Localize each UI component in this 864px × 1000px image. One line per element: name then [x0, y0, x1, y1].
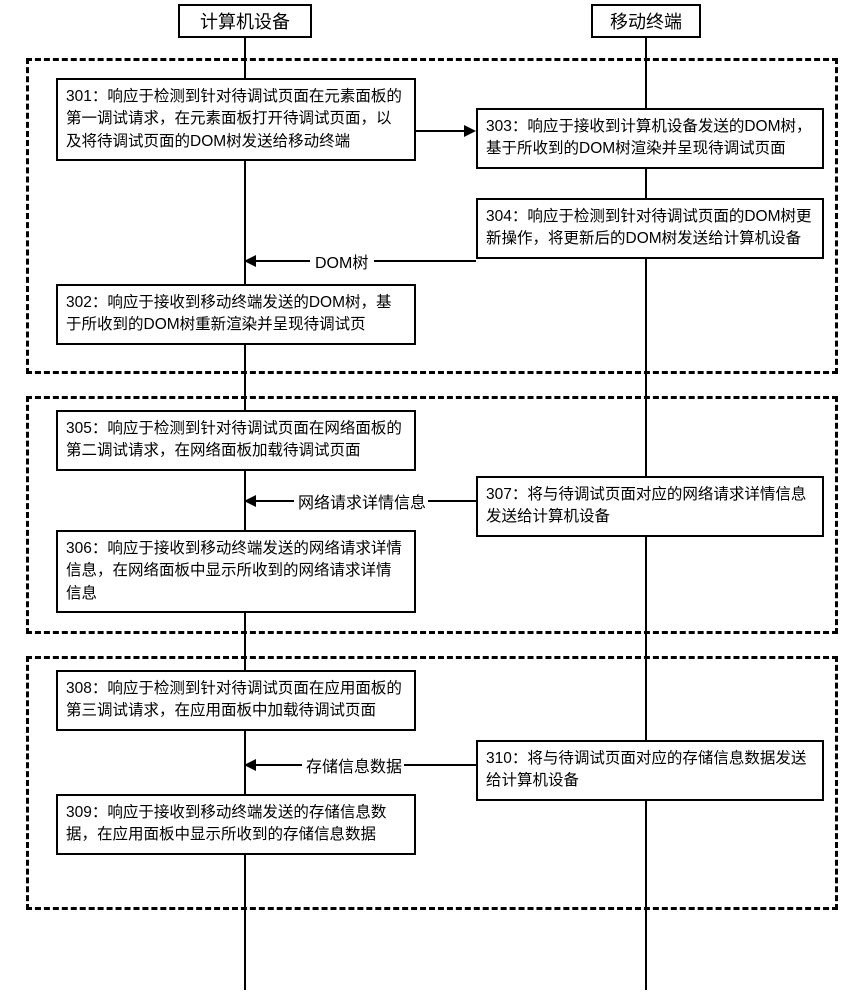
step-302: 302：响应于接收到移动终端发送的DOM树，基于所收到的DOM树重新渲染并呈现待…: [56, 284, 416, 345]
lifeline-right: [645, 38, 647, 58]
message-network-ext: [428, 500, 476, 502]
step-307: 307：将与待调试页面对应的网络请求详情信息发送给计算机设备: [476, 476, 824, 537]
lifeline-left-g2: [244, 634, 246, 656]
message-storage-ext: [404, 764, 476, 766]
message-dom-send: [416, 130, 474, 132]
step-309: 309：响应于接收到移动终端发送的存储信息数据，在应用面板中显示所收到的存储信息…: [56, 794, 416, 855]
lifeline-left: [244, 38, 246, 58]
header-right: 移动终端: [591, 4, 701, 38]
lifeline-right-tail: [645, 910, 647, 990]
step-306: 306：响应于接收到移动终端发送的网络请求详情信息，在网络面板中显示所收到的网络…: [56, 530, 416, 613]
step-305: 305：响应于检测到针对待调试页面在网络面板的第二调试请求，在网络面板加载待调试…: [56, 410, 416, 471]
step-310: 310：将与待调试页面对应的存储信息数据发送给计算机设备: [476, 740, 824, 801]
sequence-diagram: 计算机设备 移动终端 DOM树 DOM树 网络请求详情信息 存储信息数据 301…: [0, 0, 864, 1000]
step-308: 308：响应于检测到针对待调试页面在应用面板的第三调试请求，在应用面板中加载待调…: [56, 670, 416, 731]
message-storage-label: 存储信息数据: [304, 753, 404, 777]
step-301: 301：响应于检测到针对待调试页面在元素面板的第一调试请求，在元素面板打开待调试…: [56, 78, 416, 161]
message-dom-return: [246, 260, 310, 262]
message-network-label: 网络请求详情信息: [296, 489, 428, 513]
message-dom-return-ext: [374, 260, 476, 262]
lifeline-left-g1: [244, 374, 246, 396]
step-304: 304：响应于检测到针对待调试页面的DOM树更新操作，将更新后的DOM树发送给计…: [476, 198, 824, 259]
lifeline-right-g1: [645, 374, 647, 396]
message-dom-return-label: DOM树: [313, 249, 370, 273]
step-303: 303：响应于接收到计算机设备发送的DOM树，基于所收到的DOM树渲染并呈现待调…: [476, 108, 824, 169]
lifeline-right-g2: [645, 634, 647, 656]
message-network: [246, 500, 294, 502]
lifeline-left-tail: [244, 910, 246, 990]
message-storage: [246, 764, 302, 766]
header-left: 计算机设备: [178, 4, 312, 38]
